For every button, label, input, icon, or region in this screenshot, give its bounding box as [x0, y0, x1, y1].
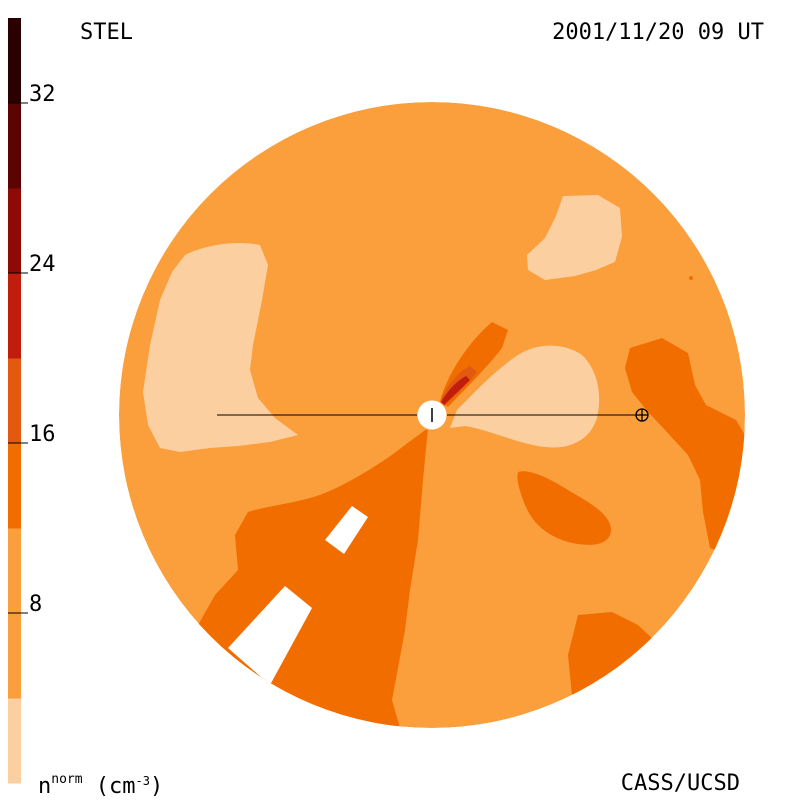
earth-icon: [635, 408, 649, 422]
unit-base: n: [38, 774, 52, 799]
colorbar-level-7: [8, 18, 21, 104]
low-density-region-center: [450, 345, 600, 448]
colorbar-level-4: [8, 273, 21, 359]
density-disk: [119, 102, 745, 728]
colorbar-level-0: [8, 698, 21, 784]
unit-exponent: -3: [135, 774, 150, 788]
unit-label: nnorm (cm-3): [38, 773, 163, 798]
stray-point: [689, 276, 693, 280]
low-density-region-top: [527, 195, 622, 280]
colorbar: 8 16 24 32: [8, 18, 56, 784]
colorbar-level-2: [8, 443, 21, 529]
data-gap-lower: [228, 586, 312, 685]
high-density-region-blob: [517, 471, 612, 545]
colorbar-tick-label: 24: [29, 252, 56, 277]
jet-core-inner: [441, 376, 470, 405]
high-density-region-southeast: [568, 612, 680, 725]
colorbar-level-3: [8, 358, 21, 444]
data-gap-upper: [325, 506, 368, 554]
unit-open: (cm: [82, 774, 136, 799]
low-density-region-left: [143, 243, 298, 452]
credit-label: CASS/UCSD: [620, 771, 740, 796]
colorbar-level-5: [8, 188, 21, 274]
timestamp: 2001/11/20 09 UT: [552, 20, 764, 45]
unit-superscript: norm: [51, 772, 83, 787]
high-density-region-east: [625, 338, 745, 555]
source-label: STEL: [80, 20, 133, 45]
colorbar-tick-label: 16: [29, 422, 56, 447]
colorbar-level-6: [8, 103, 21, 189]
unit-close: ): [150, 774, 164, 799]
colorbar-tick-label: 8: [29, 592, 42, 617]
colorbar-tick-label: 32: [29, 82, 56, 107]
